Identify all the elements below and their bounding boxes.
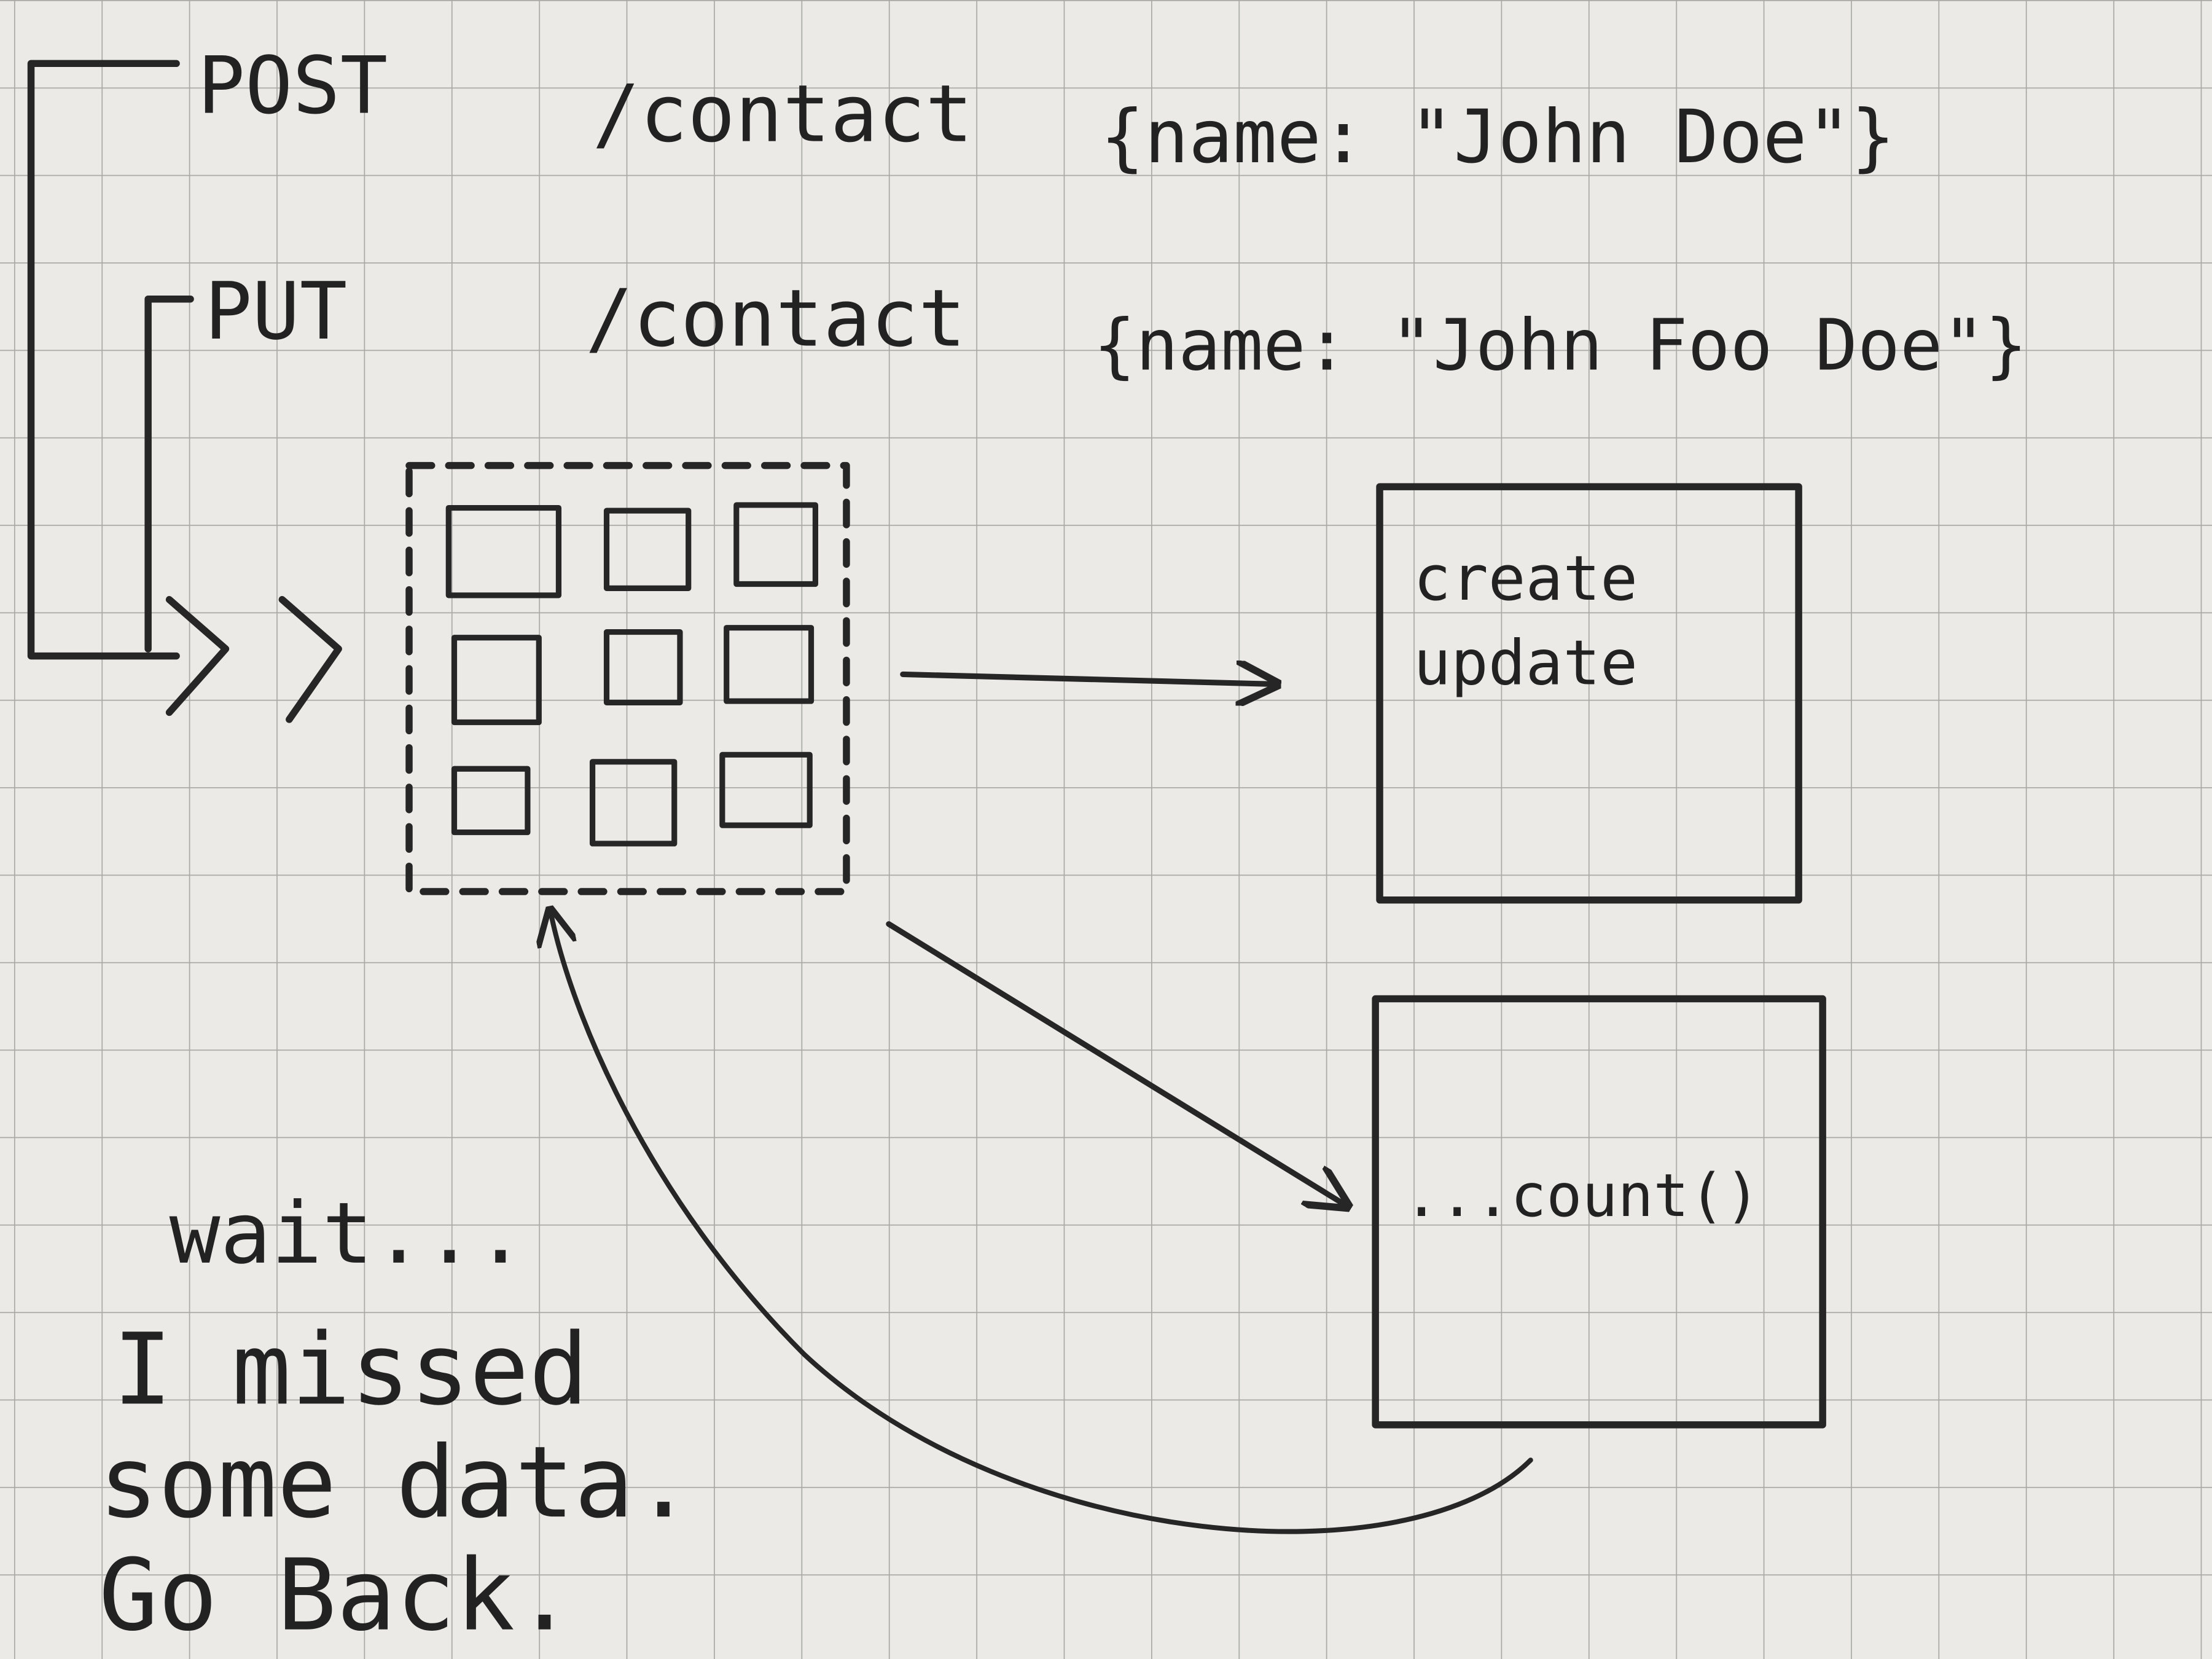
request-method: PUT: [205, 266, 347, 358]
node-line: ...count(): [1404, 1161, 1761, 1230]
event-cells: [445, 502, 819, 847]
post-bracket: [27, 60, 180, 660]
note-line: some data.: [99, 1425, 694, 1540]
arrow: [900, 674, 1277, 684]
request-path: /contact: [585, 273, 966, 365]
input-arrows: [165, 596, 342, 723]
note-line: Go Back.: [99, 1538, 574, 1653]
note-line: I missed: [113, 1312, 588, 1427]
request-body: {name: "John Foo Doe"}: [1093, 305, 2028, 387]
request-body: {name: "John Doe"}: [1100, 95, 1895, 180]
event-store: [405, 461, 850, 895]
request-method: POST: [198, 41, 388, 132]
note-line: wait...: [170, 1185, 526, 1283]
projection-box: [1376, 483, 1802, 904]
replay-arrow: [550, 910, 1533, 1534]
projection-box: [1372, 995, 1826, 1429]
arrow: [886, 921, 1347, 1206]
put-bracket: [144, 295, 194, 653]
node-line: create: [1413, 542, 1638, 614]
node-line: update: [1413, 627, 1638, 699]
request-path: /contact: [593, 69, 973, 160]
